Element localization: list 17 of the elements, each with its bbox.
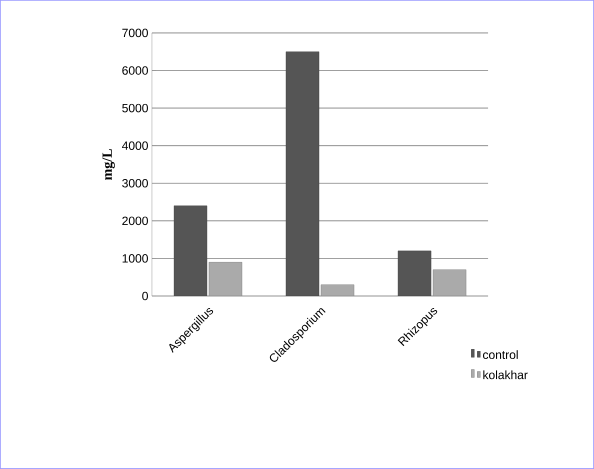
y-tick-label: 0: [142, 292, 148, 300]
y-tick-label: 4000: [122, 141, 148, 150]
y-tick-label: 5000: [122, 104, 148, 112]
bar: [321, 284, 354, 296]
y-tick-label: 2000: [122, 216, 148, 226]
y-tick-label: 1000: [122, 254, 148, 263]
bar: [398, 250, 432, 296]
y-tick-label: 6000: [122, 66, 148, 75]
bar: [174, 206, 208, 296]
bar: [432, 270, 466, 296]
y-tick-label: 7000: [122, 28, 148, 38]
legend-label: kolakhar: [483, 370, 528, 380]
legend-label: control: [483, 350, 518, 360]
bar: [286, 52, 320, 296]
y-tick-label: 3000: [122, 179, 148, 188]
y-axis-title: mg/L: [102, 149, 115, 180]
bar: [208, 262, 242, 296]
